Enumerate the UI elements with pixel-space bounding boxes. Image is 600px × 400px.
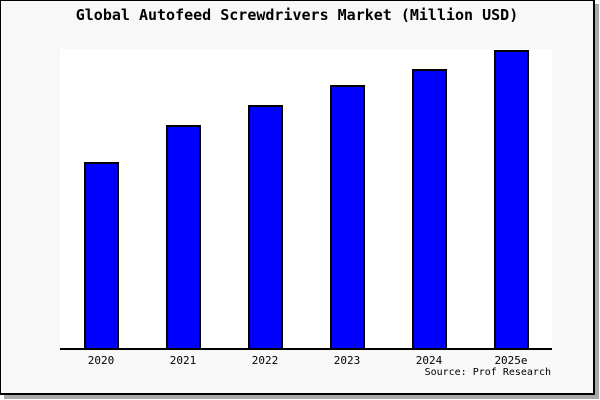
bar-slot-2020: [60, 49, 142, 348]
bar-slot-2025e: [470, 49, 552, 348]
bar-2025e: [493, 50, 529, 348]
bar-2021: [165, 125, 201, 348]
bar-2022: [247, 105, 283, 348]
x-tick-label-2021: 2021: [169, 354, 197, 367]
bar-2020: [83, 162, 119, 348]
bar-slot-2023: [306, 49, 388, 348]
chart-frame: Global Autofeed Screwdrivers Market (Mil…: [0, 0, 595, 395]
bars-container: [60, 49, 552, 348]
bar-slot-2021: [142, 49, 224, 348]
x-tick-label-2020: 2020: [87, 354, 115, 367]
x-axis-labels: 2020 2021 2022 2023 2024 2025e: [60, 354, 552, 367]
x-tick-label-2022: 2022: [251, 354, 279, 367]
chart-title: Global Autofeed Screwdrivers Market (Mil…: [75, 6, 519, 24]
bar-2024: [411, 69, 447, 348]
bar-slot-2022: [224, 49, 306, 348]
x-tick-label-2023: 2023: [333, 354, 361, 367]
bar-slot-2024: [388, 49, 470, 348]
plot-area: [60, 49, 552, 350]
x-tick-label-2024: 2024: [415, 354, 443, 367]
source-credit: Source: Prof Research: [424, 367, 551, 378]
bar-2023: [329, 85, 365, 348]
x-tick-label-2025e: 2025e: [494, 354, 528, 367]
